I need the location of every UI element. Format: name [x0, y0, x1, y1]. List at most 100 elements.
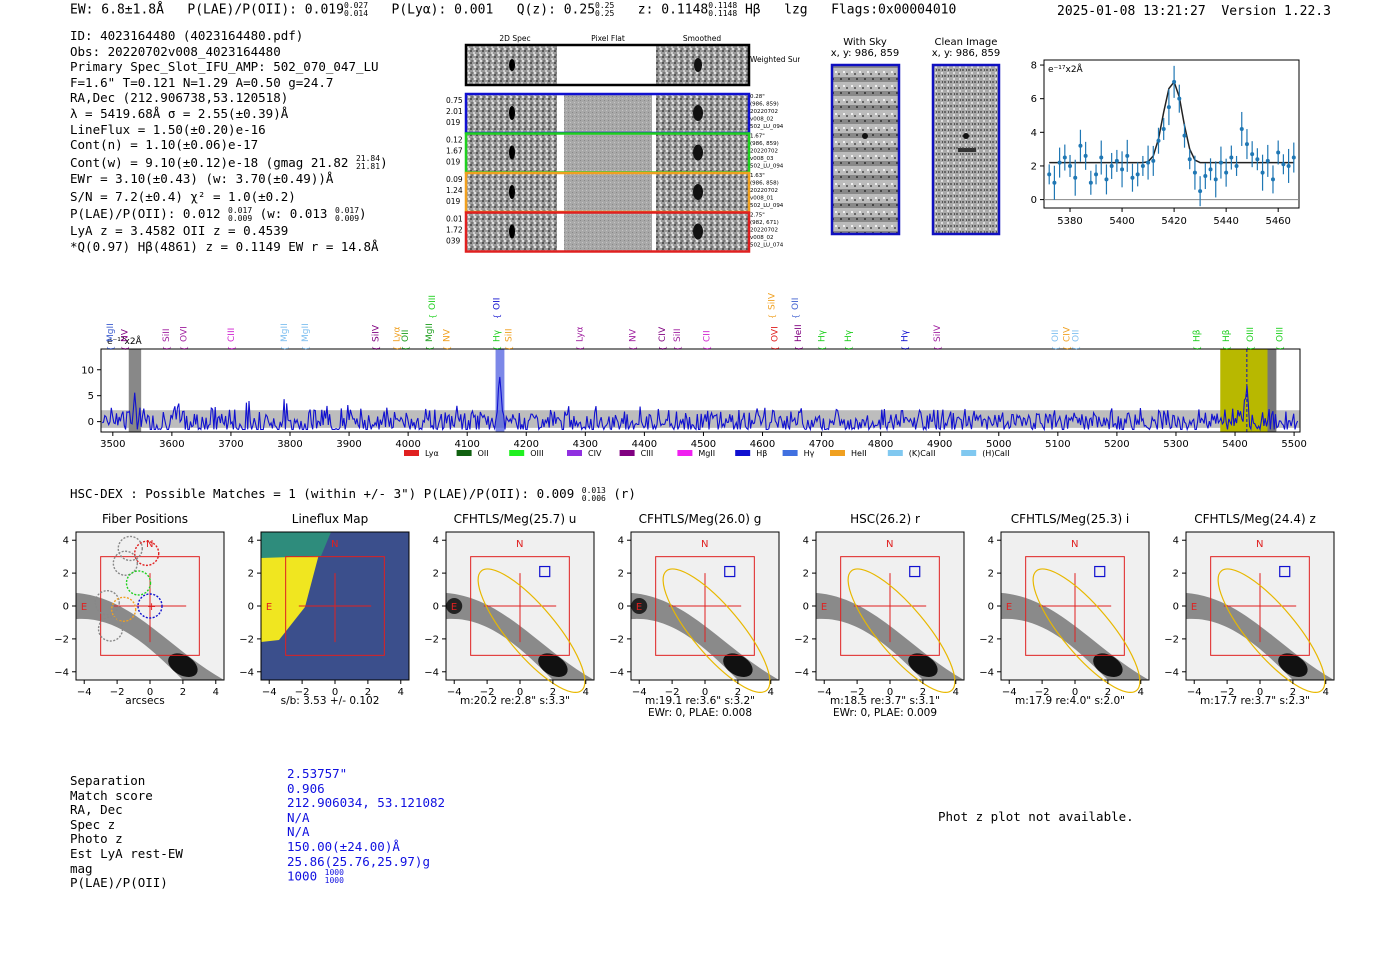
emission-line-bracket: { — [401, 346, 410, 351]
row-left-label: 0.12 — [446, 136, 463, 145]
zoom-data-point — [1104, 177, 1109, 182]
full-plot-frame — [100, 348, 1301, 433]
emission-line-bracket: { — [505, 346, 514, 351]
row-right-label: 502_LU_094 — [750, 203, 784, 209]
panel-xtick-label: 2 — [550, 687, 556, 698]
clean-frame — [931, 63, 1001, 236]
row-right-label: (986, 859) — [750, 102, 779, 108]
clean-title: Clean Image x, y: 986, 859 — [924, 37, 1008, 59]
panel-xtick-label: 4 — [1323, 687, 1329, 698]
plae-text: P(LAE)/P(OII): 0.012 — [70, 206, 221, 222]
emission-line-bracket: { — [392, 346, 401, 351]
row-right-label: (986, 859) — [750, 141, 779, 147]
zoom-ytick-label: 8 — [1031, 61, 1037, 72]
weighted-sum-label: Weighted Sum — [750, 55, 800, 64]
row-source-smoothed — [693, 105, 703, 121]
panel-image: N E −4 −2 0 2 4 4 2 0 −2 −4 — [979, 531, 1150, 698]
zoom-data-point — [1286, 163, 1291, 168]
panel-xtick-label: −2 — [850, 687, 865, 698]
panel-image: N E −4 −2 0 2 4 4 2 0 −2 −4 — [794, 531, 965, 698]
zoom-data-point — [1291, 155, 1296, 160]
full-xtick-label: 5400 — [1222, 439, 1247, 450]
plae-value: P(LAE)/P(OII): 0.019 — [187, 2, 344, 18]
legend-label: Hγ — [804, 449, 815, 458]
zoom-ytick-label: 4 — [1031, 128, 1037, 139]
panel-ytick-label: −2 — [239, 634, 254, 645]
zoom-data-point — [1208, 167, 1213, 172]
east-label: E — [636, 602, 642, 613]
fit-params: F=1.6" T=0.121 N=1.29 A=0.50 g=24.7 — [70, 74, 334, 90]
zoom-data-point — [1109, 163, 1114, 168]
zoom-data-point — [1260, 170, 1265, 175]
emission-line-label: OVI — [770, 326, 780, 342]
panel-caption-line1: arcsecs — [125, 695, 165, 707]
zoom-xtick-label: 5440 — [1213, 216, 1238, 227]
lineflux-hot — [261, 554, 319, 642]
full-xtick-label: 5200 — [1104, 439, 1129, 450]
row-right-label: v008_03 — [750, 156, 774, 162]
z-value: z: 0.1148 — [637, 2, 709, 18]
emission-line-bracket: { — [1246, 346, 1255, 351]
panel-xtick-label: −4 — [262, 687, 277, 698]
col-title-2dspec: 2D Spec — [499, 34, 530, 43]
zoom-data-point — [1182, 133, 1187, 138]
panel-ytick-label: −2 — [54, 634, 69, 645]
panel-ytick-label: −4 — [239, 667, 254, 678]
panel-ytick-label: −2 — [609, 634, 624, 645]
zoom-data-point — [1192, 170, 1197, 175]
plae-w-hi: 0.017 — [334, 205, 360, 215]
panel-xtick-label: 2 — [920, 687, 926, 698]
panel-xtick-label: 4 — [1138, 687, 1144, 698]
panel-title: CFHTLS/Meg(25.3) i — [1010, 512, 1130, 526]
panel-ytick-label: 2 — [433, 569, 439, 580]
aperture-box — [840, 556, 940, 656]
timestamp-version: 2025-01-08 13:21:27 Version 1.22.3 — [1057, 4, 1331, 19]
zoom-data-point — [1114, 158, 1119, 163]
panel-caption: s/b: 3.53 +/- 0.102 — [255, 695, 405, 707]
north-label: N — [1071, 539, 1078, 550]
emission-line-bracket: { — [280, 346, 289, 351]
zoom-data-point — [1161, 126, 1166, 131]
panel-title: HSC(26.2) r — [850, 512, 920, 526]
panel-ytick-label: −4 — [609, 667, 624, 678]
cont-w-hi: 21.84 — [355, 154, 381, 164]
fiber-circle — [97, 616, 124, 642]
line-flux: LineFlux = 1.50(±0.20)e-16 — [70, 121, 266, 137]
row-flat — [564, 95, 652, 132]
panel-xtick-label: −2 — [665, 687, 680, 698]
lya-oii-z: LyA z = 3.4582 OII z = 0.4539 — [70, 222, 289, 238]
zoom-data-point — [1088, 180, 1093, 185]
aperture-box — [100, 556, 200, 656]
fiber-circle — [117, 535, 143, 562]
row-source-smoothed — [693, 223, 703, 240]
zoom-ytick-label: 2 — [1031, 161, 1037, 172]
version: Version 1.22.3 — [1221, 4, 1331, 19]
zoom-data-point — [1218, 160, 1223, 165]
panel-xtick-label: 0 — [702, 687, 708, 698]
full-xtick-label: 3700 — [218, 439, 243, 450]
galaxy-core — [723, 653, 753, 677]
panel-ytick-label: 4 — [433, 536, 439, 547]
ellipse-aperture — [1032, 568, 1141, 693]
panel-xtick-label: 4 — [398, 687, 404, 698]
row-right-label: 1.67" — [750, 134, 765, 140]
panel-ytick-label: −2 — [979, 634, 994, 645]
emission-line-bracket: { — [180, 346, 189, 351]
full-xtick-label: 4900 — [927, 439, 952, 450]
full-xtick-label: 4200 — [514, 439, 539, 450]
imaging-panels: Fiber Positions N E + −4 −2 0 2 4 4 2 0 −2 −4 arcsecs L… — [0, 510, 1400, 725]
zoom-data-point — [1224, 170, 1229, 175]
zoom-data-point — [1281, 162, 1286, 167]
emission-line-label: OII — [493, 298, 503, 310]
emission-line-label: OII — [791, 298, 801, 310]
row-right-label: 20220702 — [750, 149, 778, 155]
row-right-label: 20220702 — [750, 109, 778, 115]
row-left-label: 019 — [446, 197, 461, 206]
match-marker — [539, 565, 551, 578]
emission-line-bracket: { — [702, 346, 711, 351]
ws-source-smoothed — [694, 58, 702, 72]
panel-xtick-label: −4 — [77, 687, 92, 698]
qz-lo: 0.25 — [595, 9, 615, 18]
legend-swatch — [961, 450, 977, 456]
zoom-data-point — [1057, 160, 1062, 165]
